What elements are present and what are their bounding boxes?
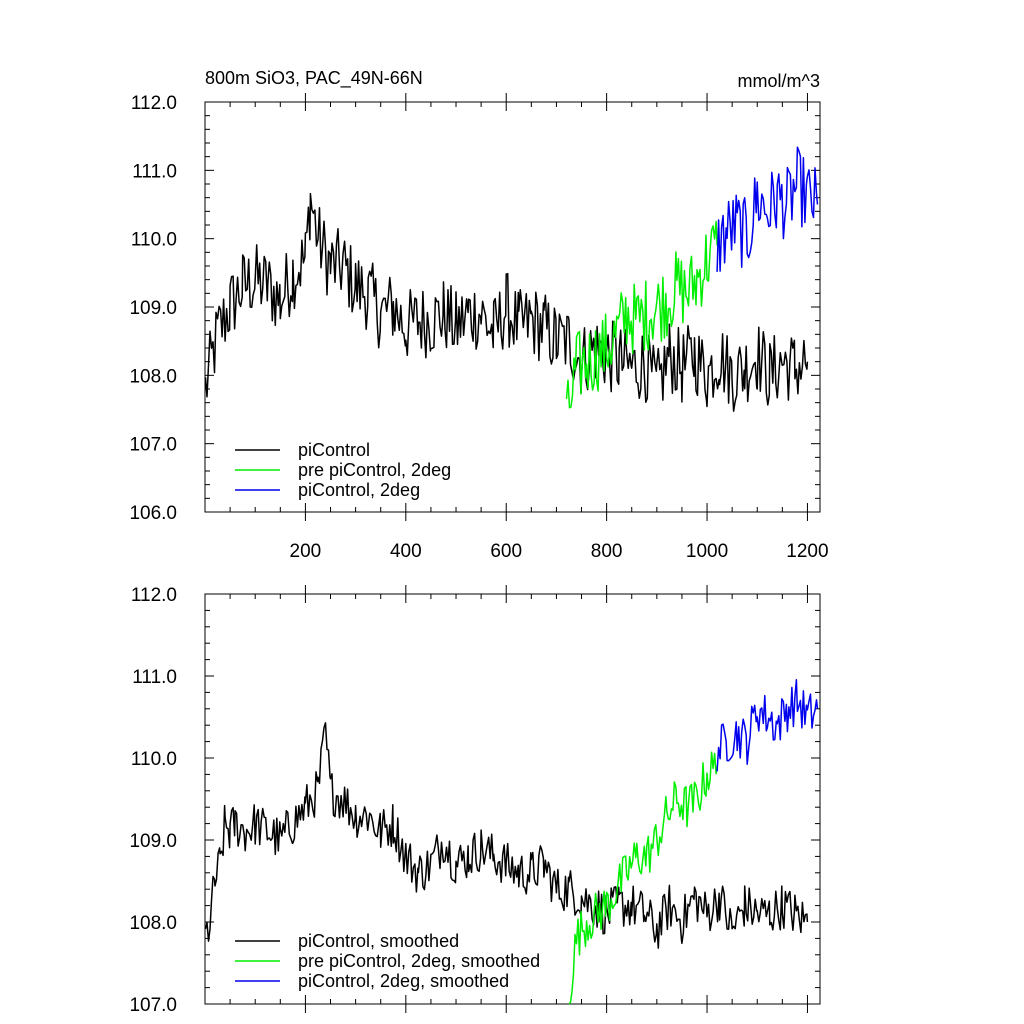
top-x-tick-label: 1200 [786,541,828,562]
bottom-y-tick-label: 110.0 [131,749,177,770]
bottom-y-tick-label: 108.0 [129,913,177,934]
bottom-panel-series [204,679,819,1005]
top-legend-label-0: piControl [298,440,370,460]
bottom-legend-label-1: pre piControl, 2deg, smoothed [298,951,540,971]
top-panel-units: mmol/m^3 [738,71,820,91]
bottom-y-tick-label: 112.0 [131,585,177,606]
top-y-tick-label: 112.0 [131,93,177,114]
bottom-y-tick-label: 107.0 [129,995,177,1016]
bottom-series-line-1 [568,751,718,1005]
top-x-tick-label: 600 [490,541,522,562]
bottom-legend-label-2: piControl, 2deg, smoothed [298,971,509,991]
top-panel-axes: 112.0 111.0 110.0 109.0 108.0 107.0 106.0 200 40… [129,93,829,562]
top-y-tick-label: 108.0 [129,366,177,387]
top-y-tick-label: 111.0 [132,161,177,182]
bottom-y-tick-label: 111.0 [132,667,177,688]
top-series-line-1 [565,220,718,409]
bottom-series-line-2 [716,679,819,772]
bottom-y-tick-label: 109.0 [129,831,177,852]
top-x-tick-label: 400 [390,541,422,562]
bottom-legend-label-0: piControl, smoothed [298,931,459,951]
bottom-panel-axes: 112.0 111.0 110.0 109.0 108.0 107.0 [129,585,821,1016]
top-y-tick-label: 110.0 [131,230,177,251]
top-series-line-0 [204,192,809,412]
bottom-series-line-0 [204,722,809,949]
bottom-plot-frame [204,593,821,1005]
top-panel: 800m SiO3, PAC_49N-66N mmol/m^3 112.0 111… [129,68,828,562]
top-panel-title: 800m SiO3, PAC_49N-66N [205,68,423,89]
top-y-tick-label: 107.0 [129,435,177,456]
bottom-panel: 112.0 111.0 110.0 109.0 108.0 107.0 piControl… [129,585,821,1016]
top-x-tick-label: 200 [290,541,322,562]
top-panel-series [204,146,819,412]
top-legend-label-1: pre piControl, 2deg [298,460,451,480]
top-x-tick-label: 1000 [686,541,728,562]
top-y-tick-label: 109.0 [129,298,177,319]
top-y-tick-label: 106.0 [129,503,177,524]
top-series-line-2 [716,146,819,272]
top-legend-label-2: piControl, 2deg [298,480,420,500]
top-x-tick-label: 800 [591,541,623,562]
